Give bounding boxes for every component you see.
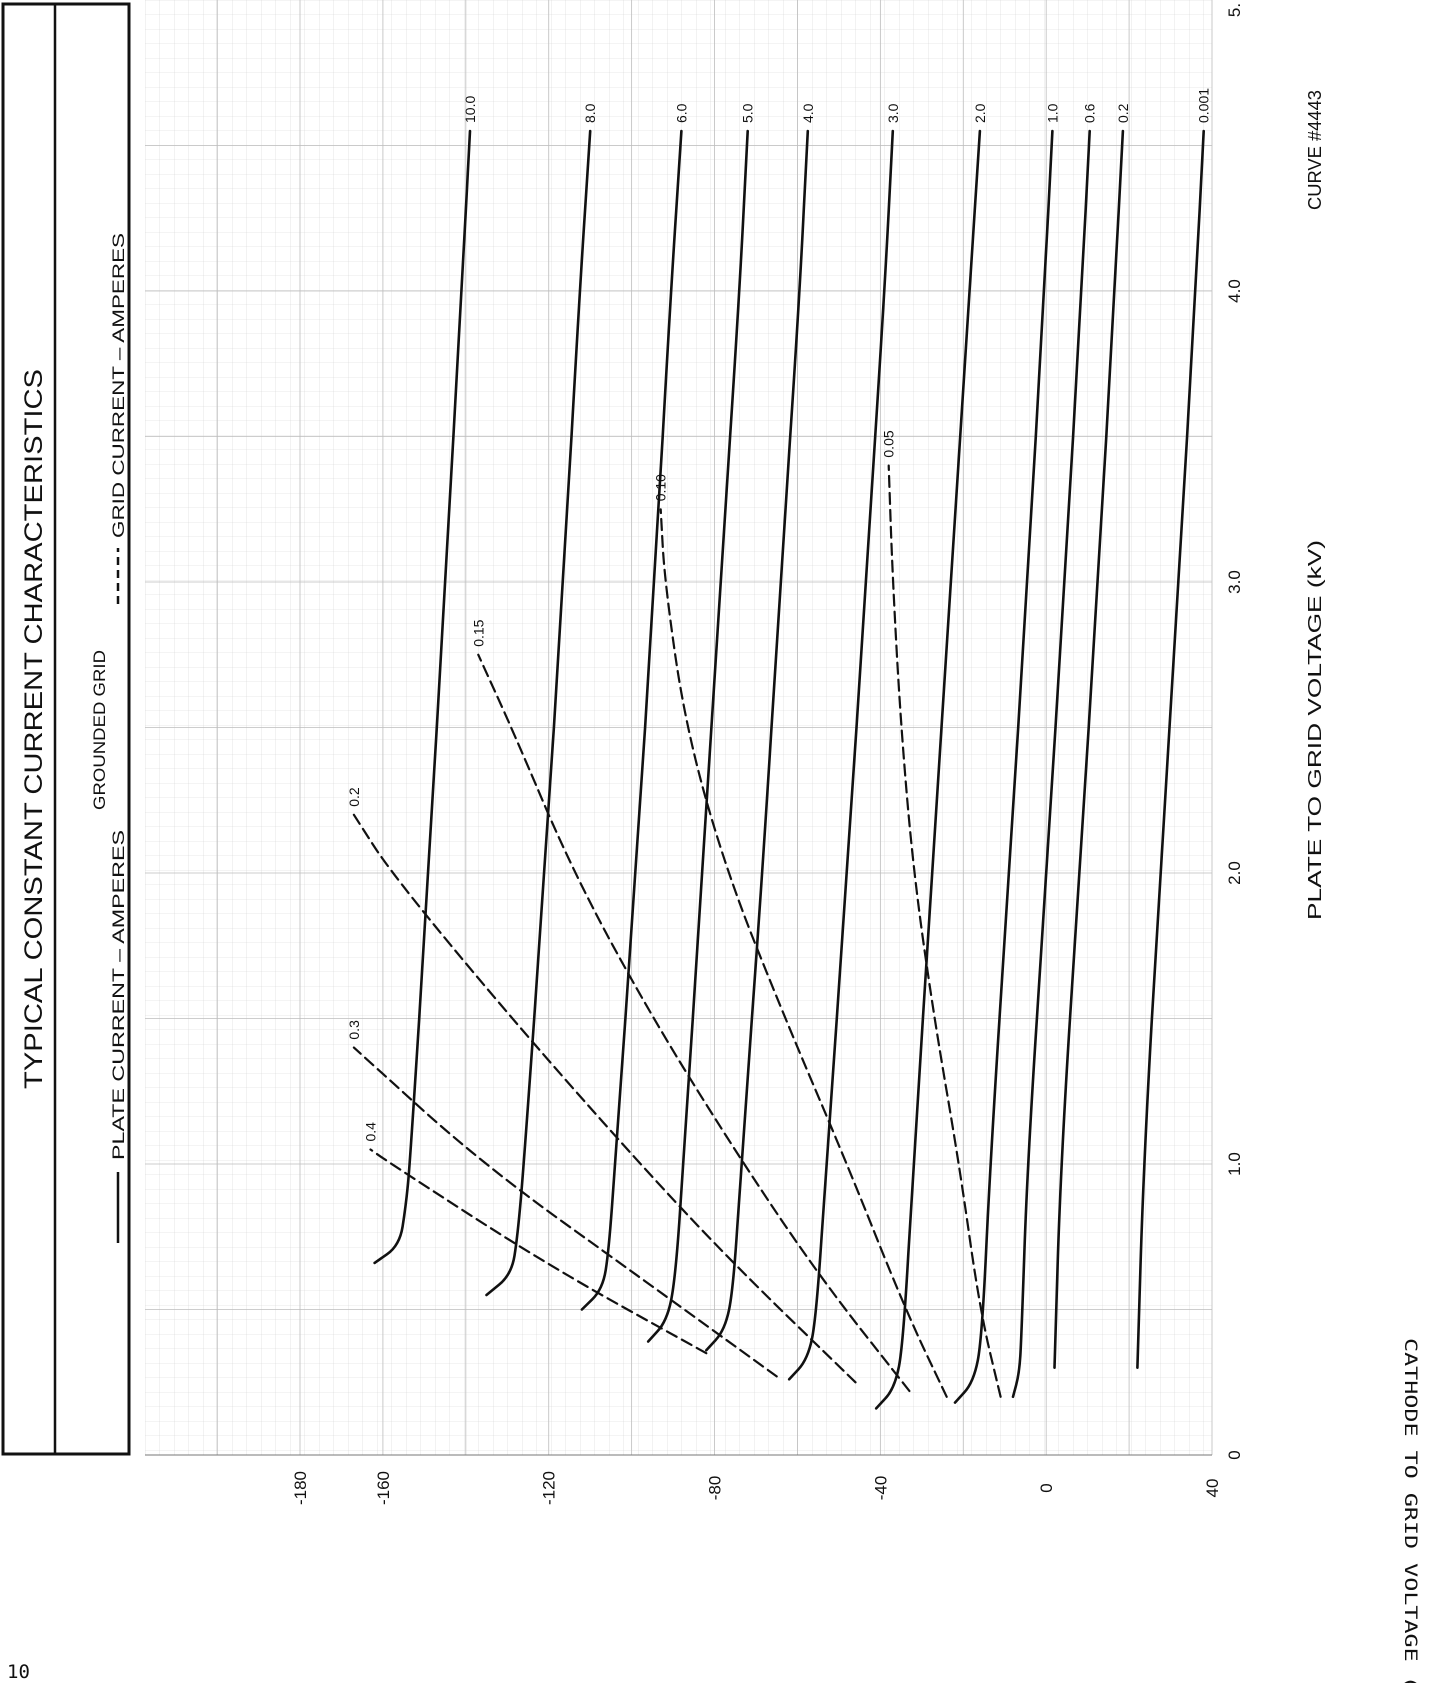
plate-current-label-0-2: 0.2 [1115, 103, 1131, 123]
x-tick-label: 0 [1225, 1450, 1244, 1459]
chart-subtitle: GROUNDED GRID [90, 650, 109, 810]
x-tick-label: 3.0 [1225, 570, 1244, 594]
plate-current-label-10-0: 10.0 [462, 96, 478, 123]
x-tick-label: 4.0 [1225, 279, 1244, 303]
plate-current-curve-8-0 [485, 129, 592, 1297]
grid-current-label-0-4: 0.4 [363, 1122, 379, 1142]
grid-current-label-0-3: 0.3 [346, 1020, 362, 1040]
plate-current-label-0-6: 0.6 [1082, 103, 1098, 123]
legend-dashed-label: GRID CURRENT – AMPERES [109, 233, 128, 538]
grid-current-curve-0-4 [369, 1148, 708, 1355]
y-tick-label: -180 [291, 1471, 310, 1505]
plate-current-label-0-001: 0.001 [1196, 88, 1212, 123]
chart-title: TYPICAL CONSTANT CURRENT CHARACTERISTICS [20, 369, 48, 1089]
curve-id: CURVE #4443 [1305, 90, 1325, 210]
plate-current-curve-3-0 [787, 129, 895, 1381]
x-axis-label: PLATE TO GRID VOLTAGE (kV) [1305, 540, 1325, 920]
plate-current-label-5-0: 5.0 [740, 103, 756, 123]
legend: PLATE CURRENT – AMPERES GRID CURRENT – A… [109, 233, 128, 1243]
grid-current-curve-0-15 [477, 653, 911, 1393]
page-number: 10 [7, 1661, 30, 1683]
grid-current-curve-0-3 [352, 1046, 778, 1378]
plate-current-label-3-0: 3.0 [885, 103, 901, 123]
legend-solid-label: PLATE CURRENT – AMPERES [109, 830, 128, 1160]
y-tick-label: -80 [706, 1476, 725, 1501]
plate-current-curve-1-0 [953, 129, 1054, 1404]
y-tick-label: 0 [1037, 1483, 1056, 1492]
major-grid [145, 0, 1213, 1455]
plate-current-label-6-0: 6.0 [673, 103, 689, 123]
plate-current-curve-10-0 [373, 129, 472, 1265]
x-tick-labels: 0 1.0 2.0 3.0 4.0 5. [1225, 3, 1244, 1460]
x-tick-label: 1.0 [1225, 1152, 1244, 1176]
plate-current-curve-0-2 [1053, 129, 1125, 1369]
series-labels: 10.0 8.0 6.0 5.0 4.0 3.0 2.0 1.0 0.6 0.2 0.001 0.4 0… [346, 88, 1212, 1142]
plate-current-curve-2-0 [874, 129, 982, 1410]
plate-current-curve-6-0 [580, 129, 683, 1311]
plate-current-curve-0-6 [1011, 129, 1091, 1399]
plate-current-curve-0-001 [1136, 129, 1205, 1369]
grid-current-curve-0-2 [352, 813, 857, 1384]
x-tick-label: 5. [1225, 3, 1244, 17]
title-box: TYPICAL CONSTANT CURRENT CHARACTERISTICS… [1, 2, 131, 1456]
grid-current-label-0-10: 0.10 [653, 474, 669, 501]
plate-current-label-8-0: 8.0 [582, 103, 598, 123]
y-axis-label: CATHODE TO GRID VOLTAGE (V) [1400, 1338, 1420, 1683]
title-box-border [1, 2, 131, 1456]
grid-current-label-0-05: 0.05 [881, 430, 897, 457]
plate-current-label-1-0: 1.0 [1044, 103, 1060, 123]
plot-area [145, 0, 1213, 1456]
y-tick-label: -160 [374, 1471, 393, 1505]
plate-current-label-4-0: 4.0 [800, 103, 816, 123]
series-layer [352, 129, 1205, 1410]
y-tick-label: 40 [1203, 1479, 1222, 1498]
grid-current-curve-0-05 [887, 464, 1002, 1398]
grid-current-curve-0-10 [659, 508, 948, 1398]
grid-current-label-0-15: 0.15 [470, 619, 486, 646]
plate-current-curve-4-0 [705, 129, 810, 1352]
y-tick-label: -120 [540, 1471, 559, 1505]
y-tick-label: -40 [871, 1476, 890, 1501]
x-tick-label: 2.0 [1225, 861, 1244, 885]
plate-current-curve-5-0 [646, 129, 749, 1343]
y-tick-labels: -180 -160 -120 -80 -40 0 40 [291, 1471, 1222, 1505]
plate-current-label-2-0: 2.0 [972, 103, 988, 123]
grid-current-label-0-2: 0.2 [346, 787, 362, 807]
